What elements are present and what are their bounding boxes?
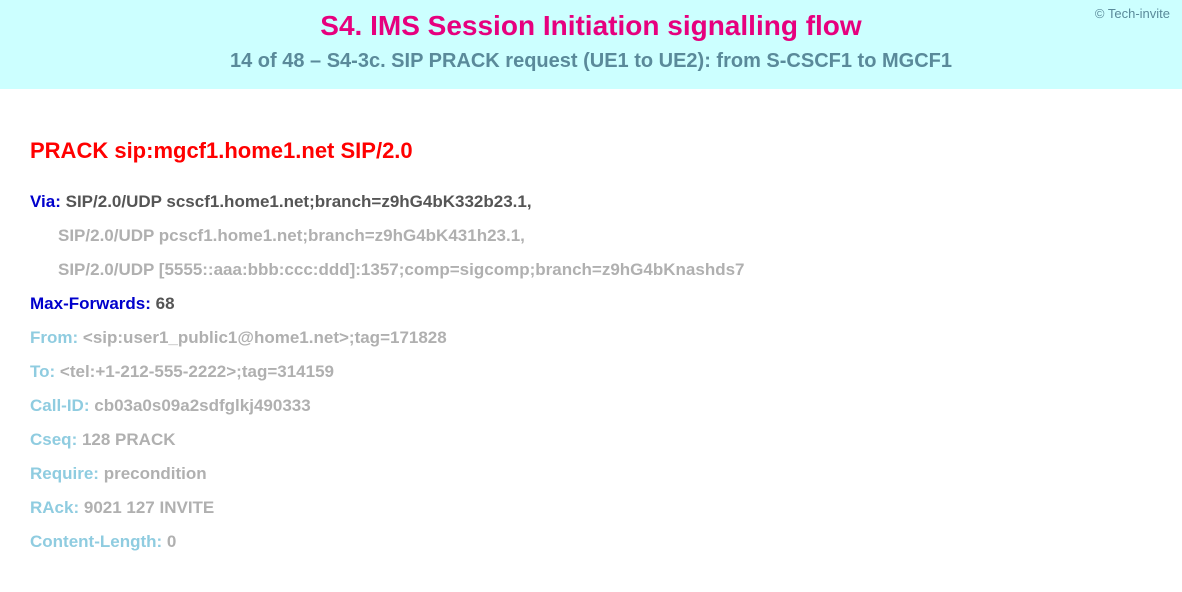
header-from: From: <sip:user1_public1@home1.net>;tag=… xyxy=(30,321,1152,355)
header-cseq: Cseq: 128 PRACK xyxy=(30,423,1152,457)
cseq-value: 128 PRACK xyxy=(82,430,176,449)
header-via-line1: Via: SIP/2.0/UDP scscf1.home1.net;branch… xyxy=(30,185,1152,219)
content-length-value: 0 xyxy=(167,532,176,551)
rack-label: RAck: xyxy=(30,498,79,517)
content-length-label: Content-Length: xyxy=(30,532,162,551)
via-value-1: SIP/2.0/UDP scscf1.home1.net;branch=z9hG… xyxy=(66,192,532,211)
title-main: S4. IMS Session Initiation signalling fl… xyxy=(0,10,1182,42)
header-max-forwards: Max-Forwards: 68 xyxy=(30,287,1152,321)
from-value: <sip:user1_public1@home1.net>;tag=171828 xyxy=(83,328,447,347)
header-require: Require: precondition xyxy=(30,457,1152,491)
request-line: PRACK sip:mgcf1.home1.net SIP/2.0 xyxy=(30,129,1152,173)
require-label: Require: xyxy=(30,464,99,483)
call-id-value: cb03a0s09a2sdfglkj490333 xyxy=(94,396,310,415)
header-rack: RAck: 9021 127 INVITE xyxy=(30,491,1152,525)
rack-value: 9021 127 INVITE xyxy=(84,498,214,517)
via-value-2: SIP/2.0/UDP pcscf1.home1.net;branch=z9hG… xyxy=(30,219,1152,253)
call-id-label: Call-ID: xyxy=(30,396,90,415)
copyright-text: © Tech-invite xyxy=(1095,6,1170,21)
via-label: Via: xyxy=(30,192,61,211)
from-label: From: xyxy=(30,328,78,347)
to-label: To: xyxy=(30,362,55,381)
to-value: <tel:+1-212-555-2222>;tag=314159 xyxy=(60,362,334,381)
require-value: precondition xyxy=(104,464,207,483)
header-content-length: Content-Length: 0 xyxy=(30,525,1152,559)
sip-message-content: PRACK sip:mgcf1.home1.net SIP/2.0 Via: S… xyxy=(0,89,1182,579)
max-forwards-value: 68 xyxy=(156,294,175,313)
cseq-label: Cseq: xyxy=(30,430,77,449)
title-sub: 14 of 48 – S4-3c. SIP PRACK request (UE1… xyxy=(0,50,1182,73)
header-to: To: <tel:+1-212-555-2222>;tag=314159 xyxy=(30,355,1152,389)
header-band: © Tech-invite S4. IMS Session Initiation… xyxy=(0,0,1182,89)
header-call-id: Call-ID: cb03a0s09a2sdfglkj490333 xyxy=(30,389,1152,423)
via-value-3: SIP/2.0/UDP [5555::aaa:bbb:ccc:ddd]:1357… xyxy=(30,253,1152,287)
max-forwards-label: Max-Forwards: xyxy=(30,294,151,313)
